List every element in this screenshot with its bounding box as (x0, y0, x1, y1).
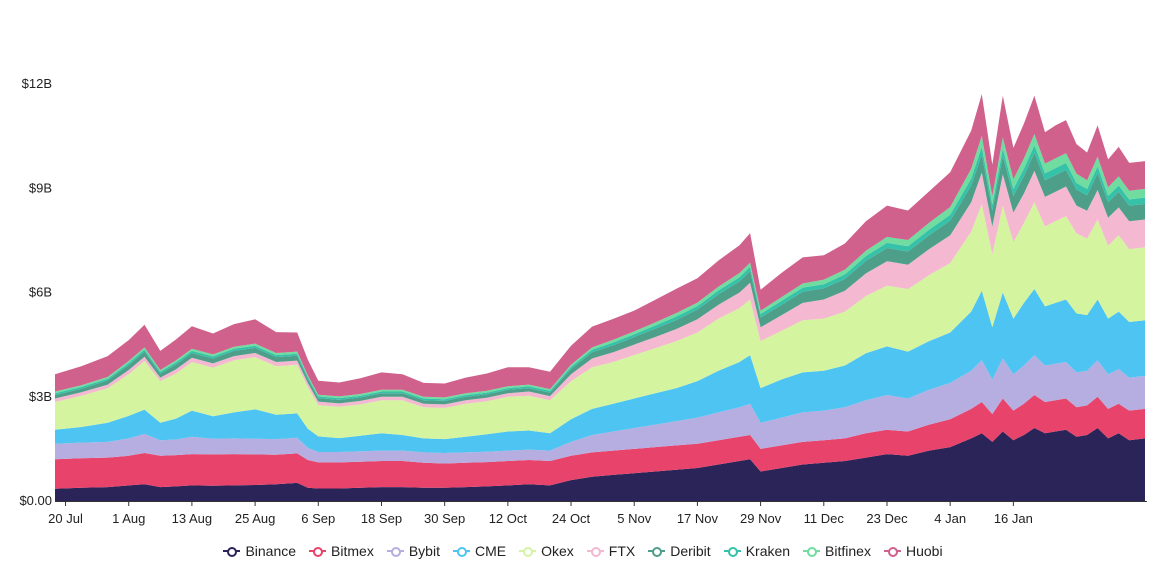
legend-label: Okex (541, 543, 574, 559)
legend-label: Huobi (905, 543, 943, 559)
legend-label: Bitfinex (825, 543, 871, 559)
area-series-deribit (55, 152, 1145, 405)
legend-item-okex[interactable]: Okex (519, 543, 574, 559)
x-tick-label: 16 Jan (994, 511, 1033, 526)
legend-item-bybit[interactable]: Bybit (386, 543, 440, 559)
x-tick-label: 23 Dec (866, 511, 908, 526)
area-series-ftx (55, 170, 1145, 408)
x-tick-label: 18 Sep (361, 511, 402, 526)
x-tick-label: 6 Sep (301, 511, 335, 526)
area-series-bybit (55, 355, 1145, 464)
area-series-binance (55, 428, 1145, 501)
legend-marker-icon (723, 546, 741, 557)
legend-label: Deribit (670, 543, 711, 559)
x-tick-label: 25 Aug (235, 511, 276, 526)
x-tick-label: 13 Aug (172, 511, 213, 526)
area-series-huobi (55, 94, 1145, 398)
legend-item-huobi[interactable]: Huobi (883, 543, 943, 559)
y-tick-label: $12B (22, 76, 52, 91)
area-series-okex (55, 202, 1145, 440)
x-tick-label: 4 Jan (934, 511, 966, 526)
series-areas (55, 94, 1145, 501)
legend-label: CME (474, 543, 507, 559)
y-tick-label: $9B (29, 180, 52, 195)
legend-item-cme[interactable]: CME (452, 543, 507, 559)
legend-marker-icon (309, 546, 327, 557)
x-tick-label: 1 Aug (112, 511, 145, 526)
legend-item-kraken[interactable]: Kraken (723, 543, 791, 559)
x-tick-label: 12 Oct (489, 511, 528, 526)
legend-marker-icon (452, 546, 470, 557)
legend-item-ftx[interactable]: FTX (586, 543, 636, 559)
legend-item-deribit[interactable]: Deribit (648, 543, 711, 559)
legend-marker-icon (223, 546, 241, 557)
x-tick-label: 17 Nov (677, 511, 719, 526)
x-tick-label: 11 Dec (804, 511, 845, 526)
legend-marker-icon (883, 546, 901, 557)
x-axis-ticks: 20 Jul 1 Aug 13 Aug 25 Aug 6 Sep 18 Sep 30 Sep… (48, 501, 1033, 526)
x-tick-label: 29 Nov (740, 511, 782, 526)
x-tick-label: 24 Oct (552, 511, 591, 526)
area-series-cme (55, 289, 1145, 453)
legend-item-binance[interactable]: Binance (223, 543, 296, 559)
y-tick-label: $0.00 (19, 493, 52, 508)
y-axis-ticks: $0.00 $3B $6B $9B $12B (19, 76, 52, 508)
legend-marker-icon (519, 546, 537, 557)
chart-legend: Binance Bitmex Bybit CME Okex FTX Deribit Krake… (0, 539, 1166, 563)
legend-marker-icon (803, 546, 821, 557)
area-series-bitmex (55, 395, 1145, 489)
legend-label: Bitmex (331, 543, 374, 559)
x-tick-label: 20 Jul (48, 511, 83, 526)
area-series-bitfinex (55, 134, 1145, 400)
legend-label: Kraken (745, 543, 791, 559)
y-tick-label: $3B (29, 389, 52, 404)
x-tick-label: 5 Nov (617, 511, 651, 526)
legend-marker-icon (386, 546, 404, 557)
x-tick-label: 30 Sep (424, 511, 465, 526)
legend-marker-icon (648, 546, 666, 557)
legend-label: Bybit (408, 543, 440, 559)
stacked-area-chart: $0.00 $3B $6B $9B $12B 20 Jul 1 Aug 13 Aug 25 A… (19, 76, 1147, 526)
legend-item-bitfinex[interactable]: Bitfinex (803, 543, 871, 559)
legend-label: Binance (245, 543, 297, 559)
legend-marker-icon (586, 546, 604, 557)
legend-label: FTX (608, 543, 636, 559)
y-tick-label: $6B (29, 285, 52, 300)
legend-item-bitmex[interactable]: Bitmex (309, 543, 374, 559)
